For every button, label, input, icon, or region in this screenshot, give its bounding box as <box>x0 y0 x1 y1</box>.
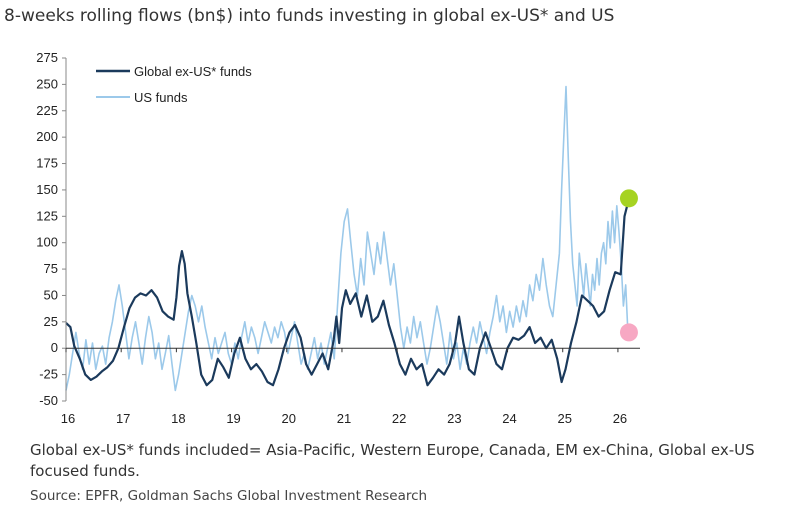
axes: -50 -25 0 25 50 75 100 125 150 175 200 225 250 275 16 1… <box>36 50 640 426</box>
highlight-markers <box>619 189 638 342</box>
x-tick-label: 16 <box>61 411 75 426</box>
y-tick-label: 25 <box>44 314 58 329</box>
legend-label: Global ex-US* funds <box>134 64 252 79</box>
y-tick-label: 175 <box>36 156 58 171</box>
x-tick-label: 23 <box>447 411 461 426</box>
x-tick-label: 22 <box>392 411 406 426</box>
y-tick-label: -50 <box>39 393 58 408</box>
y-tick-label: 275 <box>36 50 58 65</box>
chart-title: 8-weeks rolling flows (bn$) into funds i… <box>4 6 615 26</box>
y-tick-label: 50 <box>44 287 58 302</box>
footnote: Global ex-US* funds included= Asia-Pacif… <box>30 441 755 480</box>
y-tick-label: 250 <box>36 76 58 91</box>
y-tick-label: 125 <box>36 208 58 223</box>
y-tick-label: 200 <box>36 129 58 144</box>
source-note: Source: EPFR, Goldman Sachs Global Inves… <box>30 488 428 504</box>
x-tick-label: 25 <box>557 411 571 426</box>
y-tick-label: 225 <box>36 103 58 118</box>
x-tick-label: 19 <box>226 411 240 426</box>
series-line-us-funds <box>65 85 629 392</box>
latest-point-global-ex-us <box>619 189 638 208</box>
x-tick-label: 20 <box>282 411 296 426</box>
x-tick-label: 24 <box>502 411 516 426</box>
y-tick-label: 150 <box>36 182 58 197</box>
y-tick-label: 0 <box>51 340 58 355</box>
series-line-global-ex-us-funds <box>65 198 631 387</box>
x-tick-label: 18 <box>171 411 185 426</box>
line-chart: -50 -25 0 25 50 75 100 125 150 175 200 225 250 275 16 1… <box>36 50 640 426</box>
legend: Global ex-US* funds US funds <box>96 64 252 105</box>
legend-label: US funds <box>134 90 188 105</box>
x-tick-label: 17 <box>116 411 130 426</box>
y-tick-label: -25 <box>39 367 58 382</box>
y-tick-label: 100 <box>36 235 58 250</box>
y-tick-label: 75 <box>44 261 58 276</box>
series-layer <box>65 85 631 392</box>
x-tick-label: 21 <box>337 411 351 426</box>
latest-point-us-funds <box>619 323 638 342</box>
x-tick-label: 26 <box>613 411 627 426</box>
